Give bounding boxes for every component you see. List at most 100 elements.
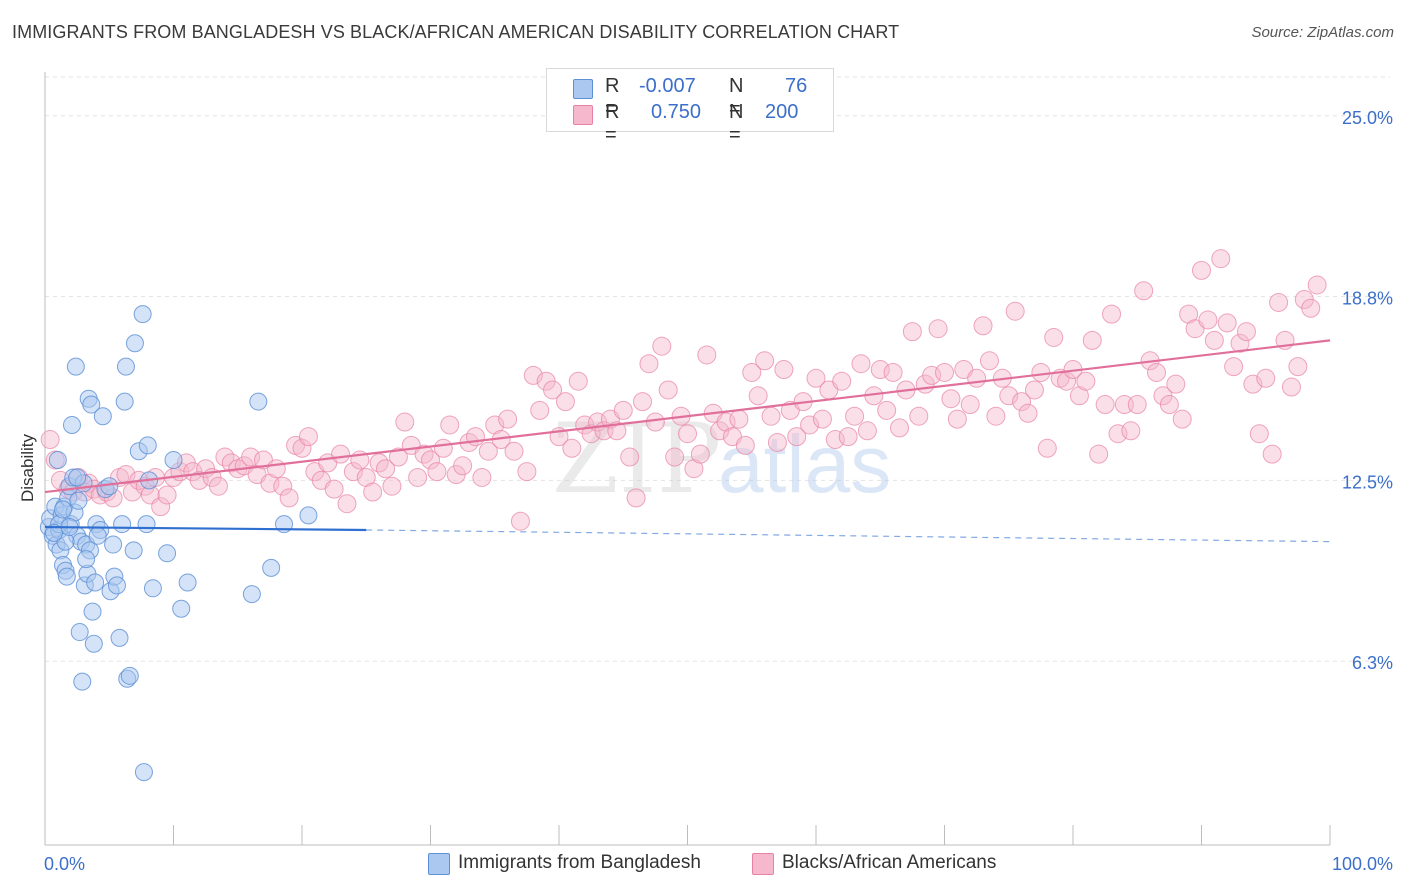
point-black-african-american <box>986 406 1006 426</box>
point-bangladesh <box>93 407 112 426</box>
point-bangladesh <box>125 334 144 353</box>
point-black-african-american <box>1127 395 1147 415</box>
point-black-african-american <box>755 351 775 371</box>
point-black-african-american <box>697 345 717 365</box>
point-black-african-american <box>812 409 832 429</box>
point-bangladesh <box>133 305 152 324</box>
point-bangladesh <box>242 585 261 604</box>
point-black-african-american <box>761 406 781 426</box>
point-black-african-american <box>504 441 524 461</box>
point-bangladesh <box>299 506 318 525</box>
point-black-african-american <box>729 409 749 429</box>
point-black-african-american <box>639 354 659 374</box>
point-black-african-american <box>774 360 794 380</box>
point-black-african-american <box>208 476 228 496</box>
point-bangladesh <box>134 763 153 782</box>
point-bangladesh <box>84 634 103 653</box>
point-black-african-american <box>690 444 710 464</box>
point-black-african-american <box>1307 275 1327 295</box>
point-bangladesh <box>82 395 101 414</box>
point-bangladesh <box>88 526 107 545</box>
point-black-african-american <box>620 447 640 467</box>
point-black-african-american <box>363 482 383 502</box>
point-black-african-american <box>999 386 1019 406</box>
point-bangladesh <box>86 573 105 592</box>
point-bangladesh <box>57 567 76 586</box>
y-tick-label: 6.3% <box>1352 653 1393 673</box>
point-bangladesh <box>172 599 191 618</box>
point-black-african-american <box>241 447 261 467</box>
point-black-african-american <box>909 406 929 426</box>
point-bangladesh <box>44 523 63 542</box>
point-black-african-american <box>941 389 961 409</box>
point-black-african-american <box>523 365 543 385</box>
point-bangladesh <box>53 500 72 519</box>
trend-lines <box>44 339 1331 543</box>
blue-square-icon <box>428 853 450 875</box>
point-black-african-american <box>478 441 498 461</box>
trend-line-bangladesh-extension <box>366 529 1331 543</box>
point-black-african-american <box>1147 362 1167 382</box>
point-black-african-american <box>1037 438 1057 458</box>
point-black-african-american <box>652 336 672 356</box>
point-black-african-american <box>767 432 787 452</box>
blue-swatch-icon <box>573 79 593 99</box>
point-black-african-american <box>870 360 890 380</box>
point-black-african-american <box>1249 424 1269 444</box>
point-black-african-american <box>825 430 845 450</box>
point-black-african-american <box>498 409 518 429</box>
point-black-african-american <box>1159 395 1179 415</box>
series-immigrants-from-bangladesh <box>39 305 318 782</box>
trend-line-black <box>44 339 1331 494</box>
point-black-african-american <box>613 400 633 420</box>
series-blacks-african-americans <box>40 249 1327 531</box>
point-black-african-american <box>382 476 402 496</box>
legend-label: Blacks/African Americans <box>782 852 997 873</box>
point-black-african-american <box>472 467 492 487</box>
point-black-african-american <box>543 380 563 400</box>
point-black-african-american <box>421 450 440 470</box>
point-black-african-american <box>607 421 627 441</box>
point-black-african-american <box>806 368 826 388</box>
point-black-african-american <box>1192 260 1211 280</box>
point-black-african-american <box>832 371 852 391</box>
point-bangladesh <box>249 392 268 411</box>
point-black-african-american <box>960 395 980 415</box>
pink-swatch-icon <box>573 105 593 125</box>
point-black-african-american <box>838 427 858 447</box>
point-bangladesh <box>113 515 132 534</box>
point-black-african-american <box>883 362 903 382</box>
point-bangladesh <box>104 535 123 554</box>
point-black-african-american <box>935 362 954 382</box>
point-bangladesh <box>68 468 87 487</box>
point-black-african-american <box>1012 392 1032 412</box>
point-black-african-american <box>742 362 762 382</box>
n-value: 200 <box>765 101 799 123</box>
point-bangladesh <box>83 602 102 621</box>
point-black-african-american <box>331 444 351 464</box>
point-black-african-american <box>1076 371 1096 391</box>
point-black-african-american <box>1018 403 1038 423</box>
chart-title: IMMIGRANTS FROM BANGLADESH VS BLACK/AFRI… <box>12 22 900 42</box>
point-black-african-american <box>1211 249 1231 269</box>
point-black-african-american <box>1230 333 1250 353</box>
point-black-african-american <box>1256 368 1276 388</box>
point-bangladesh <box>66 357 85 376</box>
r-label: R = <box>605 101 620 146</box>
watermark-atlas: atlas <box>718 419 891 510</box>
point-black-african-american <box>922 365 942 385</box>
point-bangladesh <box>116 357 135 376</box>
point-black-african-american <box>1134 281 1154 301</box>
point-bangladesh <box>143 579 162 598</box>
point-black-african-american <box>967 368 987 388</box>
r-value: -0.007 <box>639 75 696 97</box>
point-black-african-american <box>645 412 665 432</box>
point-black-african-american <box>851 354 871 374</box>
point-black-african-american <box>1243 374 1263 394</box>
point-black-african-american <box>555 392 575 412</box>
point-bangladesh <box>178 573 197 592</box>
n-value: 76 <box>785 75 808 97</box>
trend-line-bangladesh <box>44 525 367 532</box>
point-black-african-american <box>1044 327 1064 347</box>
